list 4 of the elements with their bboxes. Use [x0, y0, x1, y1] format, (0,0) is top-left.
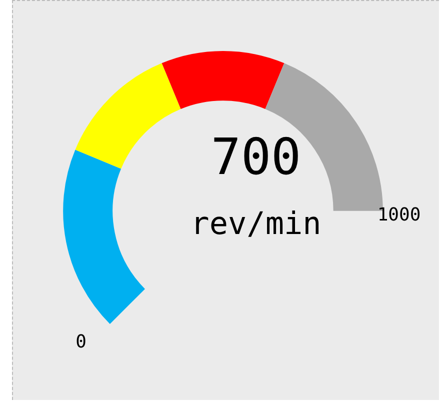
text: 0 — [76, 332, 86, 353]
text: 700 — [210, 128, 302, 186]
text: rev/min — [190, 206, 322, 242]
text: 1000 — [377, 204, 421, 226]
